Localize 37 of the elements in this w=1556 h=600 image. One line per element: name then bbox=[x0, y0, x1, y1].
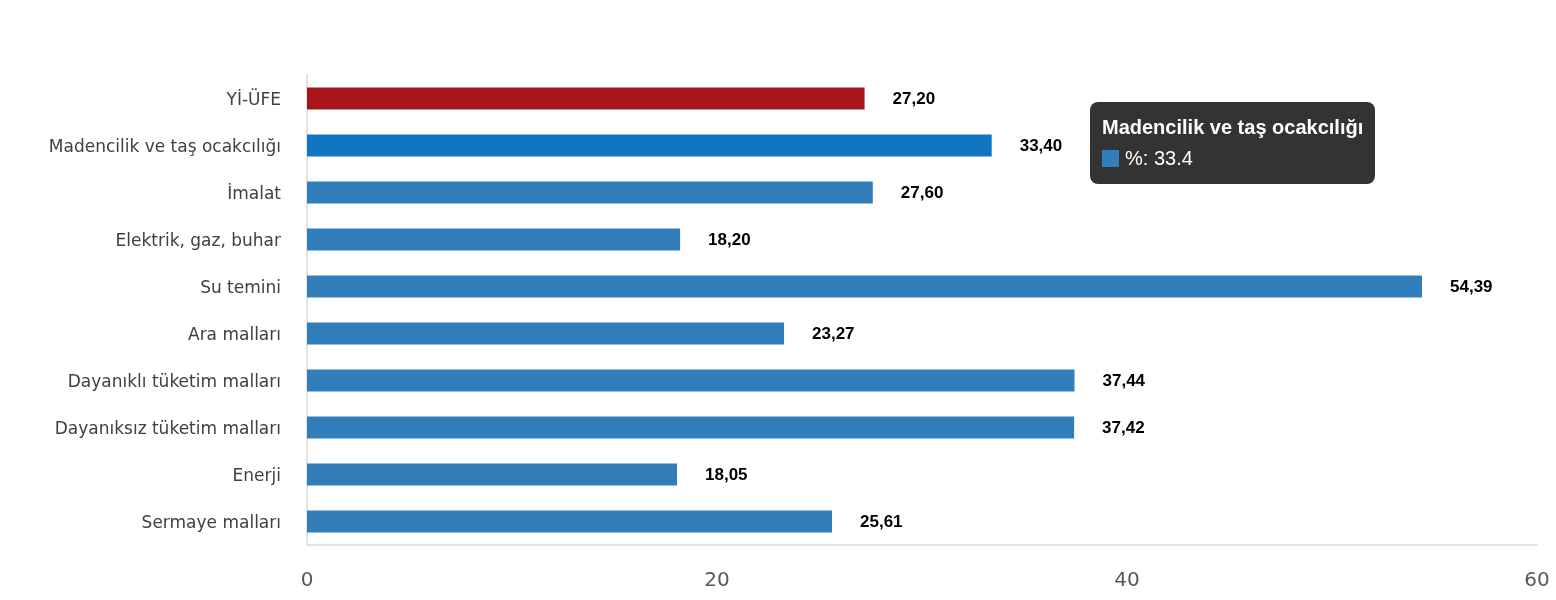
y-tick-label: Dayanıklı tüketim malları bbox=[67, 370, 281, 391]
data-label: 27,60 bbox=[900, 183, 944, 202]
x-tick-label: 60 bbox=[1524, 567, 1550, 591]
y-tick-label: Yİ-ÜFE bbox=[225, 87, 281, 109]
x-tick-label: 0 bbox=[300, 567, 314, 591]
x-tick-label: 40 bbox=[1114, 567, 1140, 591]
y-tick-label: Sermaye malları bbox=[141, 511, 281, 532]
bar bbox=[307, 416, 1075, 439]
y-tick-label: Ara malları bbox=[188, 323, 281, 344]
bar bbox=[307, 181, 873, 204]
y-tick-label: Dayanıksız tüketim malları bbox=[54, 417, 281, 438]
annotation: Madencilik ve taş ocakcılığı bbox=[1102, 116, 1364, 138]
y-tick-label: Elektrik, gaz, buhar bbox=[115, 229, 282, 250]
bar bbox=[307, 87, 865, 110]
bar bbox=[307, 275, 1422, 298]
data-label: 54,39 bbox=[1449, 277, 1493, 296]
tooltip: Madencilik ve taş ocakcılığı %: 33.4 bbox=[1090, 102, 1376, 184]
data-label: 23,27 bbox=[812, 324, 855, 343]
x-tick-label: 20 bbox=[704, 567, 730, 591]
y-tick-label: Enerji bbox=[232, 464, 281, 485]
bar bbox=[307, 510, 833, 533]
bar bbox=[307, 463, 678, 486]
data-label: 18,20 bbox=[708, 230, 751, 249]
data-label: 37,44 bbox=[1102, 371, 1146, 390]
data-label: 37,42 bbox=[1102, 418, 1145, 437]
data-label: 18,05 bbox=[705, 465, 748, 484]
data-label: 27,20 bbox=[892, 89, 936, 108]
y-tick-label: İmalat bbox=[227, 182, 282, 203]
bar bbox=[307, 322, 785, 345]
bar bbox=[307, 134, 992, 157]
y-tick-label: Su temini bbox=[200, 276, 281, 297]
y-tick-label: Madencilik ve taş ocakcılığı bbox=[48, 135, 281, 156]
bar bbox=[307, 369, 1075, 392]
data-label: 25,61 bbox=[860, 512, 903, 531]
bar bbox=[307, 228, 681, 251]
annotation: %: 33.4 bbox=[1125, 146, 1193, 171]
data-label: 33,40 bbox=[1019, 136, 1063, 155]
